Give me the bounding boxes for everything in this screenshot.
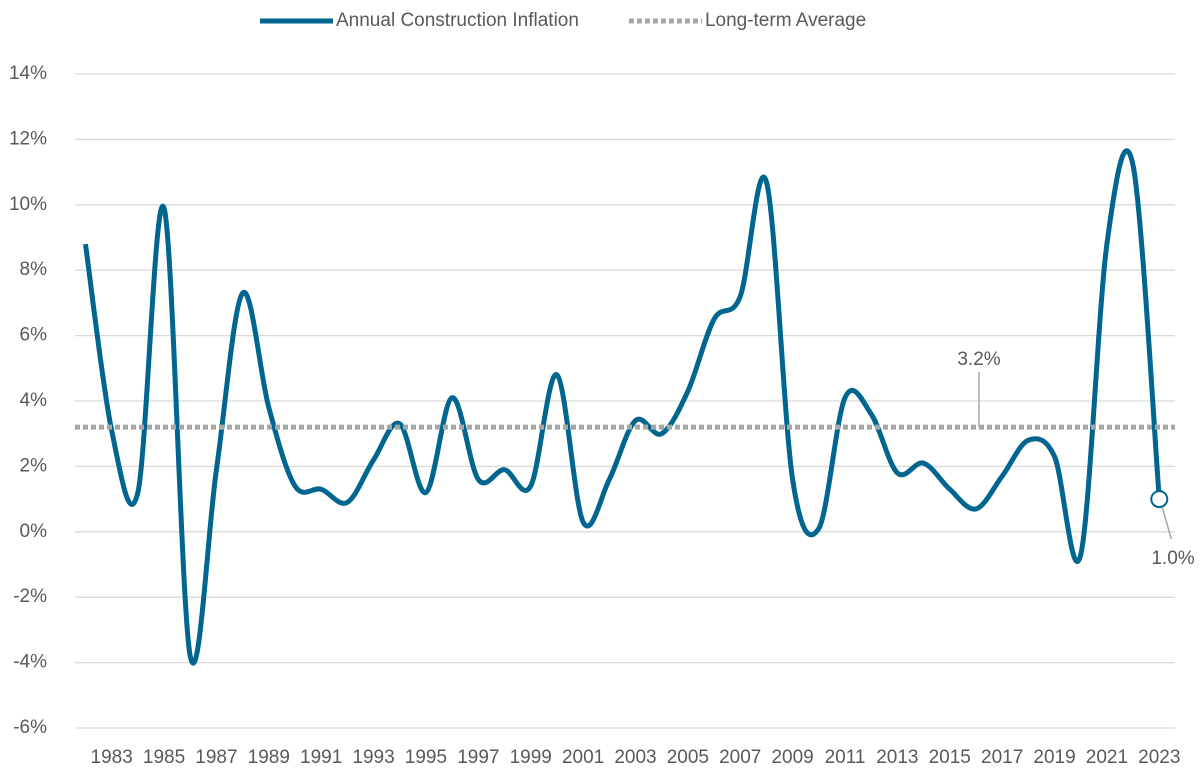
x-tick-label: 2015 xyxy=(929,747,971,768)
x-tick-label: 1997 xyxy=(457,747,499,768)
x-tick-label: 1983 xyxy=(91,747,133,768)
x-tick-label: 2017 xyxy=(981,747,1023,768)
x-tick-label: 2001 xyxy=(562,747,604,768)
annotation-marker xyxy=(1150,490,1169,509)
y-tick-label: 6% xyxy=(20,325,48,346)
x-tick-label: 2007 xyxy=(719,747,761,768)
x-tick-label: 1995 xyxy=(405,747,447,768)
x-tick-label: 1985 xyxy=(143,747,185,768)
y-tick-label: -6% xyxy=(13,717,47,738)
legend-label: Annual Construction Inflation xyxy=(336,10,579,31)
y-tick-label: 2% xyxy=(20,455,48,476)
y-tick-label: -4% xyxy=(13,652,47,673)
x-tick-label: 1993 xyxy=(352,747,394,768)
x-tick-label: 2003 xyxy=(614,747,656,768)
x-tick-label: 1991 xyxy=(300,747,342,768)
x-tick-label: 2013 xyxy=(876,747,918,768)
y-tick-label: -2% xyxy=(13,586,47,607)
y-tick-label: 0% xyxy=(20,521,48,542)
annotation-leader xyxy=(1161,506,1173,540)
x-tick-label: 1987 xyxy=(195,747,237,768)
annotation-label: 3.2% xyxy=(957,349,1000,370)
y-tick-label: 12% xyxy=(9,128,47,149)
legend-label: Long-term Average xyxy=(705,10,866,31)
y-tick-label: 10% xyxy=(9,194,47,215)
y-tick-label: 8% xyxy=(20,259,48,280)
y-tick-label: 14% xyxy=(9,63,47,84)
x-tick-label: 1989 xyxy=(248,747,290,768)
annotation-label: 1.0% xyxy=(1151,548,1194,569)
x-tick-label: 2005 xyxy=(667,747,709,768)
data-line xyxy=(83,148,1162,666)
x-tick-label: 2021 xyxy=(1086,747,1128,768)
y-tick-label: 4% xyxy=(20,390,48,411)
x-tick-label: 2009 xyxy=(771,747,813,768)
x-tick-label: 2019 xyxy=(1033,747,1075,768)
x-tick-label: 2023 xyxy=(1138,747,1180,768)
x-tick-label: 1999 xyxy=(510,747,552,768)
x-tick-label: 2011 xyxy=(825,747,866,768)
